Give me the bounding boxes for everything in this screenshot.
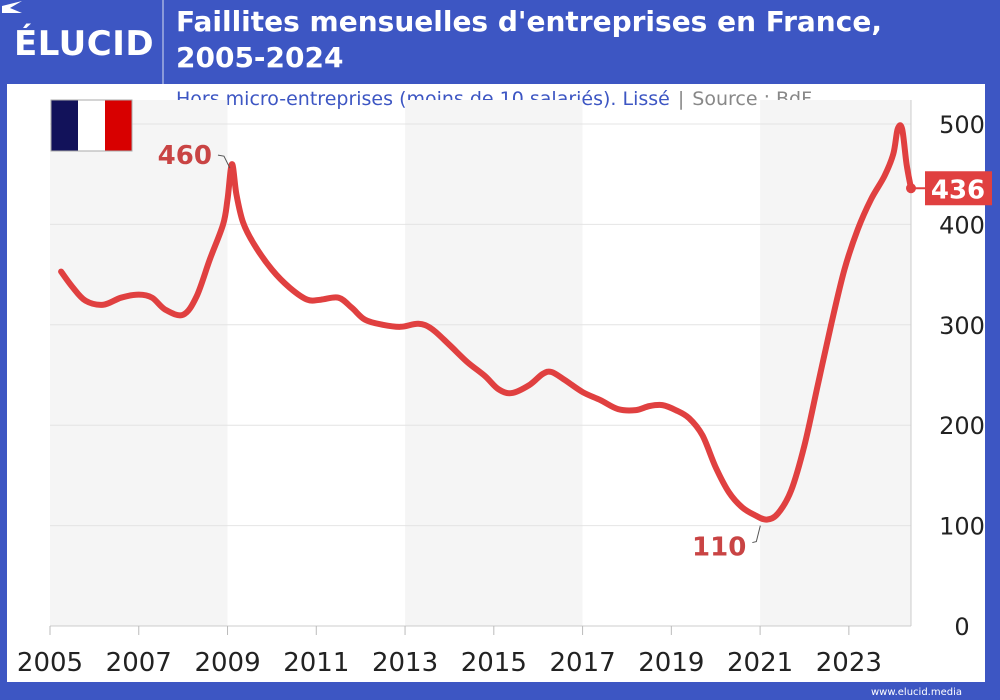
- subtitle-separator: |: [677, 88, 685, 110]
- y-tick-label: 0: [954, 613, 969, 641]
- gridlines: [50, 123, 911, 527]
- x-tick-label: 2017: [549, 648, 615, 678]
- chart-title-line2: 2005-2024: [176, 41, 344, 74]
- annotation-label-last: 436: [931, 175, 985, 205]
- x-tick-label: 2019: [638, 648, 704, 678]
- flag-stripe: [51, 100, 78, 151]
- axes: 2005 2007 2009 2011 2013 2015 2017 2019 2021 2023…: [17, 100, 985, 678]
- annotation-leader: [752, 525, 761, 544]
- y-tick-label: 300: [939, 312, 985, 340]
- x-tick-label: 2005: [17, 648, 83, 678]
- annotation-leader: [217, 154, 231, 169]
- shaded-band: [405, 100, 583, 626]
- annotation-box: [925, 171, 992, 206]
- shaded-bands: [50, 100, 911, 626]
- x-tick-label: 2015: [461, 648, 527, 678]
- elucid-logo: ÉLUCID: [14, 24, 155, 64]
- shaded-band: [760, 100, 911, 626]
- x-tick-label: 2011: [283, 648, 349, 678]
- y-tick-label: 100: [939, 513, 985, 541]
- x-tick-label: 2023: [816, 648, 882, 678]
- shaded-band: [50, 100, 228, 626]
- france-flag-icon: [50, 99, 133, 152]
- flag-border: [50, 99, 133, 152]
- chart-title-line1: Faillites mensuelles d'entreprises en Fr…: [176, 5, 882, 38]
- y-tick-label: 200: [939, 412, 985, 440]
- elucid-mark-icon: [2, 1, 22, 13]
- series-line: [58, 122, 914, 523]
- annotation-label-peak: 460: [158, 141, 212, 171]
- header-divider: [162, 0, 164, 84]
- x-tick-label: 2009: [194, 648, 260, 678]
- x-tick-label: 2007: [106, 648, 172, 678]
- flag-stripe: [78, 100, 105, 151]
- header: ÉLUCID Faillites mensuelles d'entreprise…: [0, 0, 1000, 84]
- annotation-label-trough: 110: [692, 533, 746, 563]
- footer-url: www.elucid.media: [870, 687, 962, 698]
- y-tick-label: 500: [939, 111, 985, 139]
- x-tick-label: 2021: [727, 648, 793, 678]
- annotations: 460 110 436: [158, 141, 992, 563]
- chart-title: Faillites mensuelles d'entreprises en Fr…: [176, 4, 976, 76]
- flag-stripe: [105, 100, 132, 151]
- x-tick-label: 2013: [372, 648, 438, 678]
- y-tick-label: 400: [939, 211, 985, 239]
